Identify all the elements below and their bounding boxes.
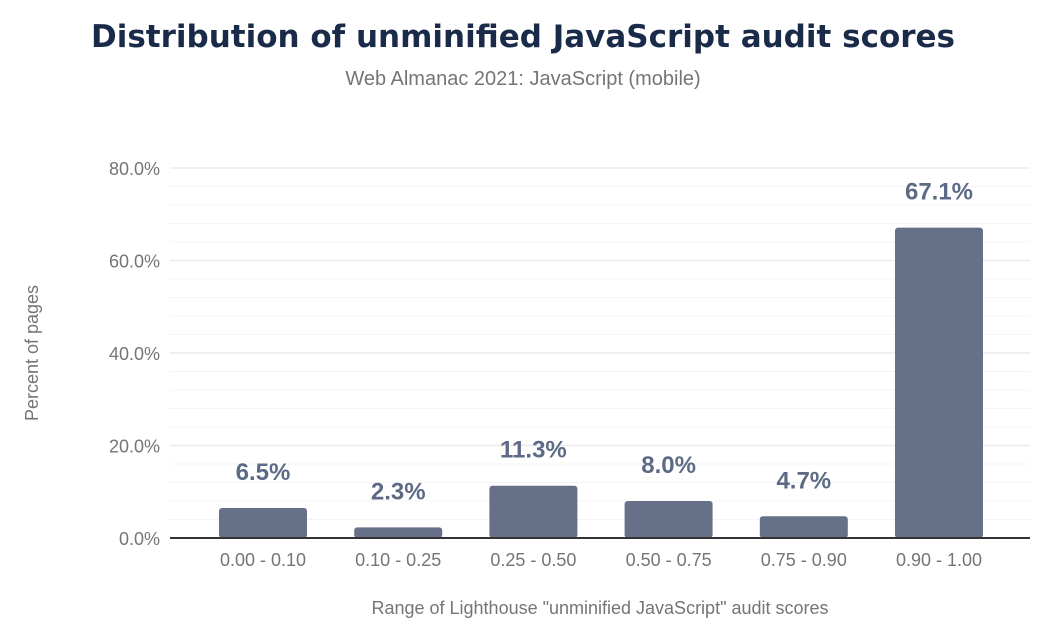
data-label: 11.3% <box>500 437 567 464</box>
chart-subtitle: Web Almanac 2021: JavaScript (mobile) <box>345 68 700 90</box>
data-label: 8.0% <box>641 452 696 479</box>
x-tick-label: 0.90 - 1.00 <box>896 550 982 570</box>
bar <box>354 527 443 538</box>
bar <box>489 485 578 538</box>
x-tick-label: 0.10 - 0.25 <box>355 550 441 570</box>
bar <box>759 516 848 538</box>
y-tick-label: 0.0% <box>119 529 160 549</box>
data-label: 67.1% <box>905 179 973 206</box>
bar <box>624 501 713 538</box>
y-tick-label: 40.0% <box>109 344 160 364</box>
y-tick-label: 60.0% <box>109 252 160 272</box>
x-tick-label: 0.25 - 0.50 <box>490 550 576 570</box>
x-tick-label: 0.50 - 0.75 <box>626 550 712 570</box>
bar <box>219 507 307 538</box>
x-tick-label: 0.75 - 0.90 <box>761 550 847 570</box>
data-label: 6.5% <box>236 459 291 486</box>
x-axis-label: Range of Lighthouse "unminified JavaScri… <box>371 598 828 618</box>
chart-title: Distribution of unminified JavaScript au… <box>91 19 955 55</box>
y-tick-label: 80.0% <box>109 159 160 179</box>
data-label: 4.7% <box>776 467 831 494</box>
data-label: 2.3% <box>371 478 426 505</box>
y-tick-label: 20.0% <box>109 437 160 457</box>
y-axis-label: Percent of pages <box>22 285 42 421</box>
bar <box>895 227 983 538</box>
x-tick-label: 0.00 - 0.10 <box>220 550 306 570</box>
